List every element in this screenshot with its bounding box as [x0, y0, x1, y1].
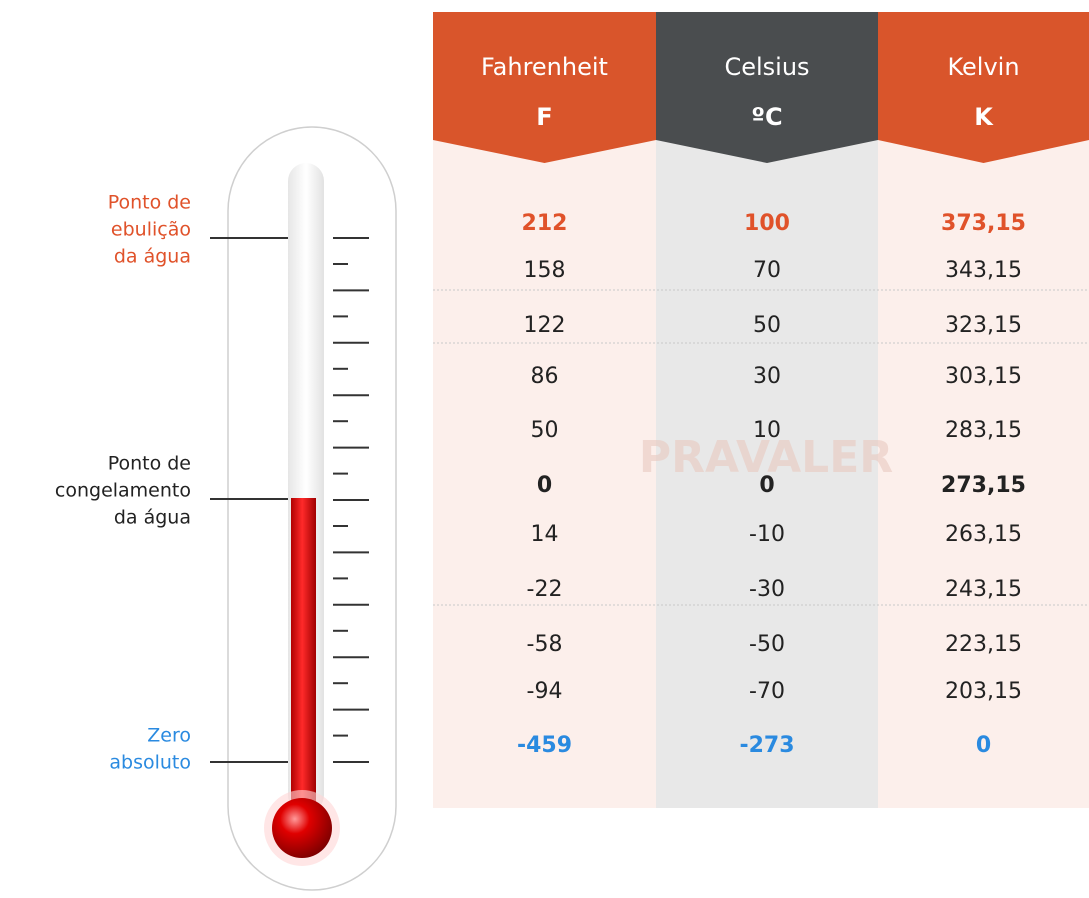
column-header — [878, 12, 1089, 163]
thermometer-label: da água — [114, 246, 191, 268]
thermometer-label: absoluto — [109, 752, 191, 774]
thermometer-label: da água — [114, 507, 191, 529]
header-symbol: ºC — [751, 103, 782, 131]
thermometer-label: Ponto de — [108, 453, 191, 475]
table-cell: -22 — [527, 577, 563, 602]
thermometer: Ponto de ebulição da água Ponto de congelame… — [55, 127, 396, 890]
header-symbol: K — [974, 103, 994, 131]
table-cell: 283,15 — [945, 418, 1022, 443]
table-cell: -10 — [749, 522, 785, 547]
bulb — [272, 798, 332, 858]
table-cell: 212 — [522, 211, 568, 236]
table-cell: 263,15 — [945, 522, 1022, 547]
thermometer-label: Zero — [147, 725, 191, 747]
page: Ponto de ebulição da água Ponto de congelame… — [0, 0, 1089, 898]
infographic: Ponto de ebulição da água Ponto de congelame… — [0, 0, 1089, 894]
table-cell: 203,15 — [945, 679, 1022, 704]
column-header — [656, 12, 878, 163]
table-cell: 30 — [753, 364, 781, 389]
table-cell: -459 — [517, 733, 572, 758]
table-cell: 100 — [744, 211, 790, 236]
column-header — [433, 12, 656, 163]
table-cell: -273 — [739, 733, 794, 758]
table-cell: 343,15 — [945, 258, 1022, 283]
table-cell: 243,15 — [945, 577, 1022, 602]
thermometer-label: congelamento — [55, 480, 191, 502]
table-cell: 223,15 — [945, 632, 1022, 657]
table-cell: 10 — [753, 418, 781, 443]
header-name: Celsius — [724, 53, 809, 81]
table-cell: 0 — [537, 473, 552, 498]
table-cell: 122 — [524, 313, 566, 338]
table-cell: 50 — [531, 418, 559, 443]
table-cell: 303,15 — [945, 364, 1022, 389]
table-cell: 70 — [753, 258, 781, 283]
thermometer-label: Ponto de — [108, 192, 191, 214]
mercury — [291, 498, 316, 818]
table-cell: 373,15 — [941, 211, 1026, 236]
header-name: Fahrenheit — [481, 53, 608, 81]
table-cell: 86 — [531, 364, 559, 389]
table-cell: 158 — [524, 258, 566, 283]
table-cell: 50 — [753, 313, 781, 338]
table-cell: -50 — [749, 632, 785, 657]
table-cell: 323,15 — [945, 313, 1022, 338]
header-name: Kelvin — [947, 53, 1019, 81]
table-cell: -94 — [527, 679, 563, 704]
table-cell: -58 — [527, 632, 563, 657]
table-cell: 0 — [976, 733, 991, 758]
table-cell: 0 — [759, 473, 774, 498]
table-cell: 14 — [531, 522, 559, 547]
header-symbol: F — [536, 103, 552, 131]
table-cell: -30 — [749, 577, 785, 602]
thermometer-label: ebulição — [111, 219, 191, 241]
table-cell: -70 — [749, 679, 785, 704]
table-cell: 273,15 — [941, 473, 1026, 498]
